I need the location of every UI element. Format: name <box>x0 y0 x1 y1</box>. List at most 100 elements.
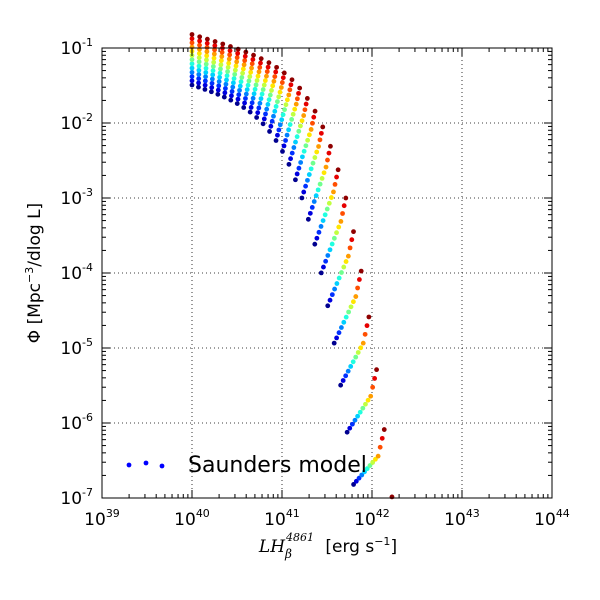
data-point <box>228 97 234 103</box>
data-point <box>345 253 351 259</box>
data-point <box>227 48 233 54</box>
data-point <box>273 138 279 143</box>
data-point <box>318 224 324 229</box>
data-point <box>216 83 222 89</box>
data-point <box>189 78 195 84</box>
data-point <box>293 101 299 107</box>
data-point <box>255 73 261 79</box>
data-point <box>257 100 263 106</box>
data-point <box>364 323 370 329</box>
data-point <box>279 80 285 85</box>
data-point <box>308 166 314 172</box>
data-point <box>243 91 249 97</box>
data-point <box>240 70 245 76</box>
data-point <box>196 84 201 90</box>
data-point <box>251 91 257 97</box>
data-point <box>298 160 304 165</box>
data-point <box>196 67 202 73</box>
data-point <box>230 84 236 90</box>
data-point <box>312 241 318 247</box>
data-point <box>321 170 327 176</box>
data-point <box>375 453 381 459</box>
data-point <box>234 59 240 65</box>
data-point <box>370 460 376 465</box>
data-point <box>248 69 254 75</box>
legend-marker <box>126 460 165 469</box>
data-point <box>360 405 366 411</box>
data-point <box>348 364 354 369</box>
data-point <box>217 74 223 80</box>
data-point <box>203 70 209 75</box>
data-point <box>231 76 237 81</box>
data-point <box>287 87 293 93</box>
data-point <box>320 124 326 130</box>
data-point <box>304 96 310 101</box>
data-point <box>210 68 216 74</box>
data-point <box>239 75 245 80</box>
data-point <box>189 36 195 42</box>
y-axis-label: Φ [Mpc−3/dlog L] <box>23 203 45 343</box>
data-point <box>204 49 210 55</box>
y-tick-label: 10-3 <box>60 186 93 209</box>
data-point <box>372 376 378 381</box>
y-tick-label: 10-1 <box>60 36 93 59</box>
data-point <box>204 40 210 46</box>
y-tick-label: 10-7 <box>60 486 93 509</box>
data-point <box>297 85 303 91</box>
data-point <box>368 393 374 399</box>
data-point <box>242 100 247 106</box>
data-point <box>362 469 367 475</box>
data-point <box>352 417 358 423</box>
data-point <box>292 106 298 112</box>
data-point <box>374 367 379 373</box>
data-point <box>334 174 339 180</box>
data-point <box>340 211 345 216</box>
data-point <box>328 195 334 200</box>
data-point <box>258 56 264 62</box>
data-point <box>242 58 248 63</box>
data-point <box>314 149 320 155</box>
data-point <box>280 112 286 118</box>
data-point <box>267 129 272 134</box>
data-point <box>317 181 323 187</box>
data-point <box>196 80 201 86</box>
data-point <box>209 85 215 90</box>
data-point <box>336 330 342 336</box>
data-point <box>275 99 280 105</box>
data-point <box>278 85 284 90</box>
data-point <box>334 281 340 286</box>
data-point <box>355 350 361 355</box>
data-point <box>275 132 280 138</box>
data-point <box>243 49 249 55</box>
data-point <box>329 292 335 298</box>
data-point <box>234 55 240 60</box>
data-point <box>245 82 251 88</box>
data-point <box>247 109 253 115</box>
data-point <box>189 40 195 46</box>
legend-marker-dot <box>143 460 149 466</box>
data-point <box>283 102 289 108</box>
data-point <box>254 78 260 83</box>
data-point <box>331 340 337 346</box>
data-point <box>316 144 321 149</box>
data-point <box>353 294 359 299</box>
data-point <box>290 111 296 117</box>
data-point <box>211 59 217 65</box>
data-point <box>202 87 208 92</box>
data-point <box>266 60 272 66</box>
data-point <box>217 70 223 76</box>
data-point <box>229 89 235 94</box>
data-point <box>339 270 344 275</box>
data-point <box>355 285 360 291</box>
data-point <box>349 237 355 243</box>
data-point <box>365 397 371 403</box>
data-point <box>264 73 269 79</box>
data-point <box>203 74 208 80</box>
data-point <box>269 118 275 124</box>
data-point <box>294 96 300 102</box>
data-point <box>189 74 195 79</box>
x-tick-label: 1044 <box>534 507 570 530</box>
data-point <box>219 54 225 59</box>
data-point <box>358 345 364 351</box>
data-point <box>241 105 247 110</box>
